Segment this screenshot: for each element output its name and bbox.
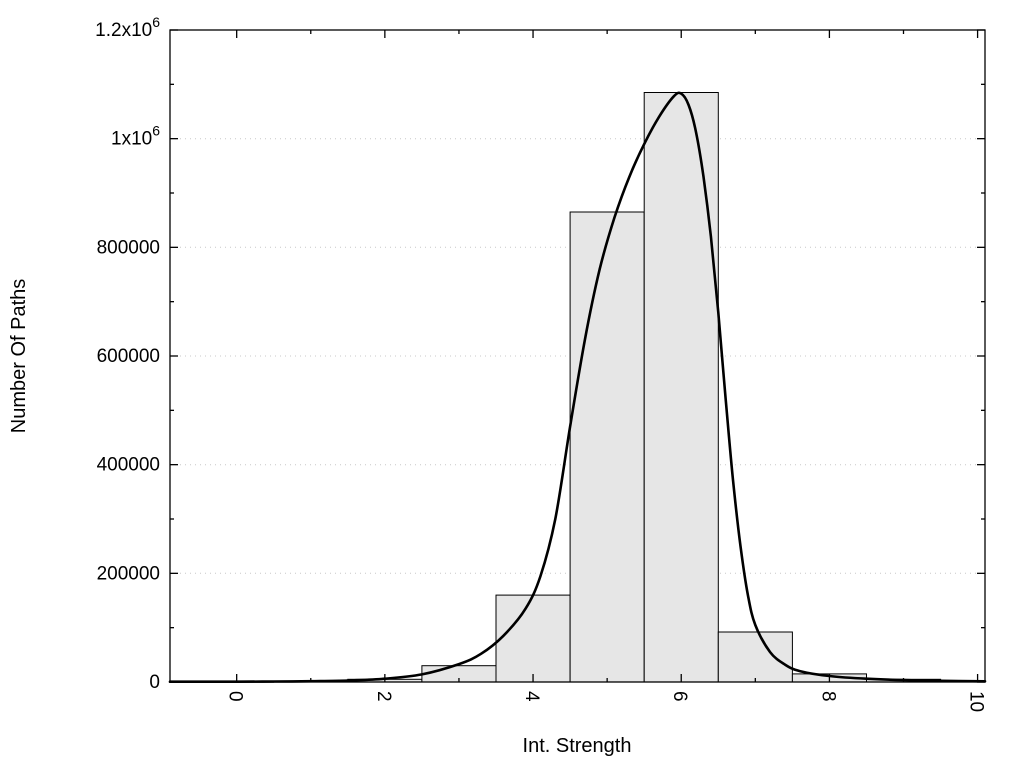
x-tick-label: 2 <box>373 691 394 702</box>
y-axis-title: Number Of Paths <box>8 279 30 434</box>
x-tick-label: 6 <box>669 691 690 702</box>
x-tick-label: 4 <box>521 691 542 702</box>
axis-ticks <box>170 29 985 683</box>
chart-content: 0 200000 400000 600000 800000 1x106 1.2x106 0 2 4… <box>95 14 986 712</box>
fit-curve <box>168 91 987 684</box>
y-tick-label: 1x106 <box>111 123 160 150</box>
x-tick-label: 10 <box>966 691 987 712</box>
y-tick-label: 400000 <box>97 455 160 476</box>
y-tick-label: 800000 <box>97 237 160 258</box>
x-tick-label: 8 <box>817 691 838 702</box>
x-tick-label: 0 <box>225 691 246 702</box>
histogram-bars <box>199 92 942 683</box>
histogram-bar <box>717 631 793 683</box>
histogram-bar <box>569 211 645 683</box>
histogram-bar <box>643 92 719 683</box>
histogram-bar <box>495 594 571 683</box>
y-tick-label: 600000 <box>97 346 160 367</box>
y-tick-label: 0 <box>149 672 160 693</box>
y-tick-label: 1.2x106 <box>95 14 160 41</box>
x-axis-title: Int. Strength <box>523 735 632 757</box>
plot-border <box>169 29 986 683</box>
y-tick-label: 200000 <box>97 563 160 584</box>
